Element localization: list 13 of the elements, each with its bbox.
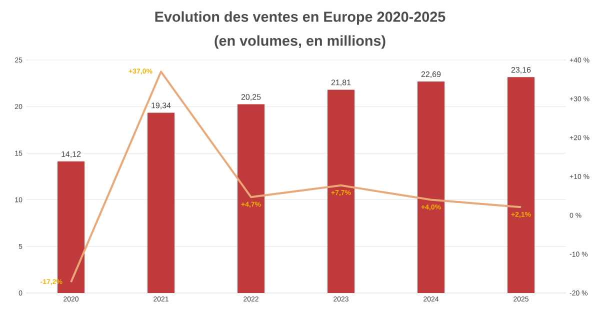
data-label: 21,81 [331, 80, 351, 86]
bar [507, 77, 534, 293]
data-label: 22,69 [421, 71, 441, 78]
chart-title: Evolution des ventes en Europe 2020-2025 [155, 11, 446, 25]
data-label: 23,16 [511, 67, 531, 74]
data-label: 19,34 [152, 102, 171, 110]
data-label: 20,25 [241, 94, 261, 101]
bar [328, 90, 354, 293]
bar [238, 104, 264, 293]
data-label: 14,12 [62, 151, 81, 158]
bar [417, 82, 444, 293]
chart-subtitle: (en volumes, en millions) [214, 35, 386, 49]
bar [148, 112, 175, 293]
